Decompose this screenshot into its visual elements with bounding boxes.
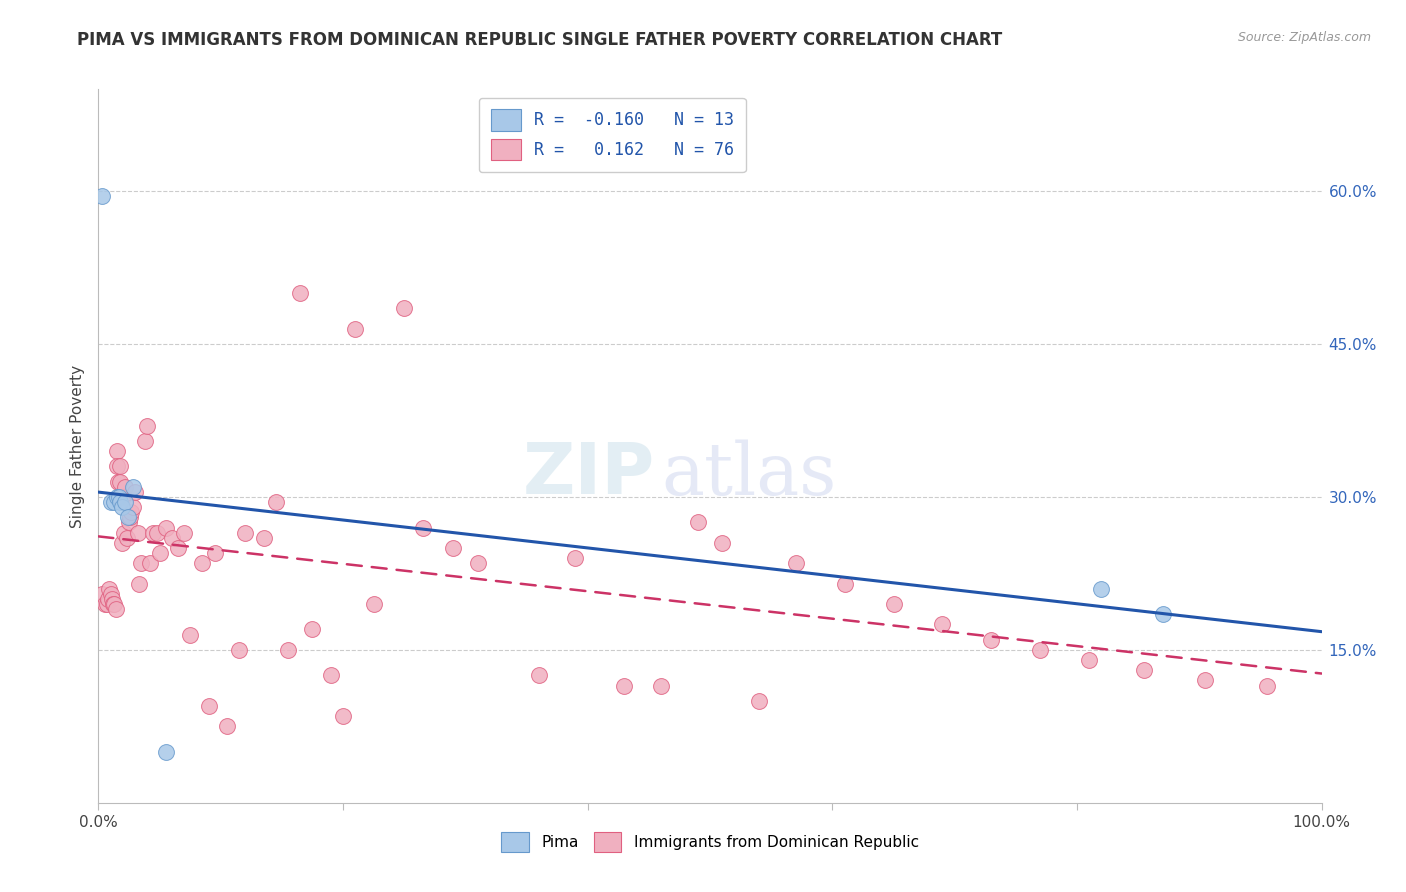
Point [155,745,177,759]
Legend: Pima, Immigrants from Dominican Republic: Pima, Immigrants from Dominican Republic [494,824,927,859]
Point [834,576,856,591]
Point [748,694,770,708]
Point [197,698,219,713]
Point [785,556,807,570]
Point [105,459,128,474]
Point [100,495,122,509]
Point [100,587,122,601]
Point [301,623,323,637]
Point [111,536,134,550]
Point [121,480,143,494]
Point [118,516,141,530]
Point [114,480,136,494]
Point [97,591,120,606]
Point [228,643,250,657]
Text: ZIP: ZIP [523,440,655,509]
Point [344,322,367,336]
Point [650,679,672,693]
Point [277,643,299,657]
Point [332,709,354,723]
Point [527,668,550,682]
Point [103,597,125,611]
Point [117,510,139,524]
Point [160,531,183,545]
Point [103,495,125,509]
Point [136,418,159,433]
Text: PIMA VS IMMIGRANTS FROM DOMINICAN REPUBLIC SINGLE FATHER POVERTY CORRELATION CHA: PIMA VS IMMIGRANTS FROM DOMINICAN REPUBL… [77,31,1002,49]
Point [1152,607,1174,622]
Point [564,551,586,566]
Point [412,520,434,534]
Point [149,546,172,560]
Point [110,495,132,509]
Point [1194,673,1216,688]
Text: Source: ZipAtlas.com: Source: ZipAtlas.com [1237,31,1371,45]
Point [91,587,114,601]
Point [883,597,905,611]
Point [1090,582,1112,596]
Point [98,582,121,596]
Point [104,602,127,616]
Point [264,495,287,509]
Point [110,475,132,489]
Point [1078,653,1101,667]
Point [1133,663,1156,677]
Point [108,490,131,504]
Point [467,556,489,570]
Point [1029,643,1052,657]
Point [441,541,464,555]
Point [711,536,734,550]
Point [204,546,226,560]
Point [108,490,131,504]
Point [191,556,214,570]
Point [155,520,177,534]
Point [1256,679,1278,693]
Point [179,627,201,641]
Point [319,668,342,682]
Point [613,679,636,693]
Point [392,301,416,316]
Point [142,525,165,540]
Point [127,525,149,540]
Point [112,525,135,540]
Point [980,632,1002,647]
Y-axis label: Single Father Poverty: Single Father Poverty [69,365,84,527]
Point [290,286,312,301]
Point [129,556,152,570]
Point [128,576,150,591]
Point [215,719,238,733]
Point [110,459,132,474]
Point [139,556,162,570]
Point [96,597,118,611]
Point [233,525,256,540]
Point [101,597,124,611]
Point [114,495,136,509]
Point [146,525,169,540]
Point [120,505,142,519]
Point [124,484,146,499]
Point [111,490,134,504]
Point [107,475,129,489]
Point [167,541,190,555]
Point [686,516,709,530]
Point [173,525,195,540]
Point [105,490,128,504]
Point [121,500,143,515]
Point [91,189,114,203]
Point [252,531,274,545]
Point [115,531,138,545]
Text: atlas: atlas [661,439,837,510]
Point [105,444,128,458]
Point [134,434,156,448]
Point [931,617,953,632]
Point [93,597,115,611]
Point [363,597,385,611]
Point [111,500,134,515]
Point [101,591,124,606]
Point [120,510,142,524]
